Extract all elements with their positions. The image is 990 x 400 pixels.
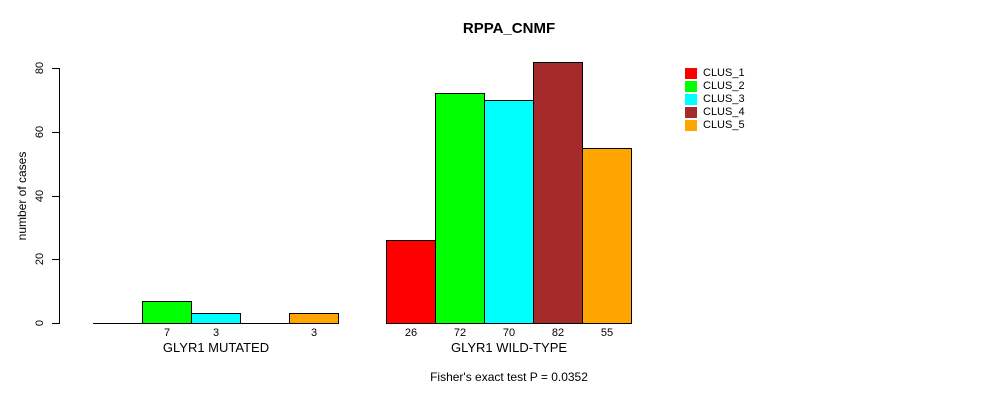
y-tick-label: 80 xyxy=(34,61,46,75)
chart-title: RPPA_CNMF xyxy=(462,20,556,37)
legend-swatch-clus_4 xyxy=(685,107,697,118)
bar-value-label: 70 xyxy=(502,327,516,339)
bar-value-label: 7 xyxy=(163,327,171,339)
y-tick xyxy=(52,196,59,197)
annotation-fisher-test: Fisher's exact test P = 0.0352 xyxy=(430,370,588,384)
legend-entry: CLUS_2 xyxy=(685,80,745,93)
y-tick xyxy=(52,323,59,324)
bar-clus_4-group2 xyxy=(533,62,583,324)
y-axis-line xyxy=(59,68,60,324)
y-tick xyxy=(52,68,59,69)
legend-swatch-clus_2 xyxy=(685,81,697,92)
y-tick-label: 0 xyxy=(34,319,46,327)
y-axis-title: number of cases xyxy=(15,151,29,241)
bar-value-label: 72 xyxy=(453,327,467,339)
y-tick-label: 40 xyxy=(34,189,46,203)
y-tick-label: 20 xyxy=(34,252,46,266)
bar-value-label: 3 xyxy=(310,327,318,339)
legend-label: CLUS_5 xyxy=(703,119,745,131)
legend-label: CLUS_2 xyxy=(703,80,745,92)
bar-value-label: 26 xyxy=(404,327,418,339)
legend-swatch-clus_1 xyxy=(685,68,697,79)
legend-label: CLUS_3 xyxy=(703,93,745,105)
legend-entry: CLUS_5 xyxy=(685,119,745,132)
y-tick xyxy=(52,259,59,260)
bar-clus_3-group1 xyxy=(191,313,241,324)
legend-entry: CLUS_3 xyxy=(685,93,745,106)
group-label-2: GLYR1 WILD-TYPE xyxy=(450,340,568,355)
legend-entry: CLUS_1 xyxy=(685,67,745,80)
bar-clus_3-group2 xyxy=(484,100,534,324)
bar-clus_2-group1 xyxy=(142,301,192,324)
legend-entry: CLUS_4 xyxy=(685,106,745,119)
bar-clus_2-group2 xyxy=(435,93,485,324)
bar-value-label: 3 xyxy=(212,327,220,339)
bar-clus_5-group1 xyxy=(289,313,339,324)
y-tick xyxy=(52,132,59,133)
legend-label: CLUS_1 xyxy=(703,67,745,79)
bar-clus_1-group2 xyxy=(386,240,436,324)
group-label-1: GLYR1 MUTATED xyxy=(162,340,270,355)
bar-clus_5-group2 xyxy=(582,148,632,324)
legend-swatch-clus_5 xyxy=(685,120,697,131)
bar-value-label: 55 xyxy=(600,327,614,339)
bar-value-label: 82 xyxy=(551,327,565,339)
legend-swatch-clus_3 xyxy=(685,94,697,105)
legend-label: CLUS_4 xyxy=(703,106,745,118)
y-tick-label: 60 xyxy=(34,125,46,139)
